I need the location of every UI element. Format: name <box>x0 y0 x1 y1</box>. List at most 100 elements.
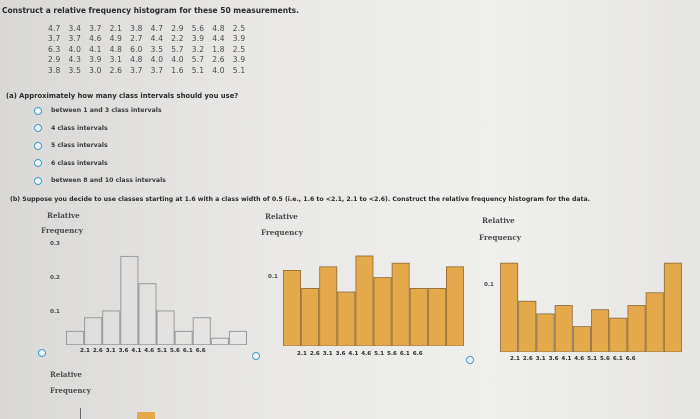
measurement-cell: 4.6 <box>89 34 102 44</box>
histogram-bar <box>427 288 446 346</box>
option-a-5[interactable]: between 8 and 10 class intervals <box>34 172 166 190</box>
chart3-ytick: 0.1 <box>484 282 494 288</box>
histogram-bar <box>554 305 573 352</box>
histogram-bar <box>391 262 410 346</box>
chart1-ytick: 0.2 <box>50 275 60 281</box>
measurement-cell: 3.4 <box>68 24 82 33</box>
measurements-table: 4.7 3.4 3.7 2.1 3.8 4.7 2.9 5.6 4.8 2.5 3.7 3.7 4.6 4… <box>44 24 249 76</box>
measurement-cell: 4.9 <box>109 34 123 44</box>
chart1-xtick-labels: 2.1 2.6 3.1 3.6 4.1 4.6 5.1 5.6 6.1 6.6 <box>80 348 206 354</box>
measurement-cell: 5.1 <box>232 65 246 75</box>
histogram-bar <box>591 309 610 352</box>
chart4-ylabel-line1: Relative <box>50 370 82 379</box>
radio-button[interactable] <box>34 176 42 185</box>
measurement-cell: 6.0 <box>130 44 143 54</box>
histogram-bar <box>283 270 302 346</box>
measurement-cell: 3.7 <box>89 24 102 33</box>
histogram-option-3-radio[interactable] <box>466 356 474 364</box>
option-label: 4 class intervals <box>51 124 108 132</box>
chart3-ylabel-line2: Frequency <box>479 233 521 242</box>
histogram-bar <box>210 337 229 345</box>
histogram-option-1 <box>66 255 247 345</box>
histogram-bar <box>609 317 628 352</box>
measurement-cell: 3.9 <box>89 55 102 65</box>
measurement-cell: 3.0 <box>89 65 102 75</box>
measurement-cell: 3.9 <box>191 34 205 44</box>
histogram-bar <box>120 255 139 345</box>
chart2-ytick: 0.1 <box>268 274 278 280</box>
histogram-bar <box>102 310 121 345</box>
measurement-cell: 2.9 <box>171 24 184 33</box>
option-a-1[interactable]: between 1 and 3 class intervals <box>34 102 166 120</box>
chart2-ylabel-line1: Relative <box>265 212 298 221</box>
histogram-bar <box>174 330 193 345</box>
chart2-ylabel-line2: Frequency <box>261 228 303 237</box>
measurement-cell: 4.0 <box>171 55 184 65</box>
histogram-option-2-radio[interactable] <box>252 352 260 360</box>
measurement-cell: 4.1 <box>89 44 102 54</box>
question-a: (a) Approximately how many class interva… <box>6 92 239 100</box>
histogram-bar <box>373 277 392 346</box>
histogram-bar <box>536 313 555 352</box>
measurement-cell: 3.8 <box>130 24 143 33</box>
histogram-bar <box>66 330 85 345</box>
measurement-cell: 4.0 <box>68 44 82 54</box>
measurement-cell: 4.7 <box>48 24 61 33</box>
measurement-cell: 4.7 <box>150 24 164 33</box>
measurement-cell: 4.3 <box>68 55 82 65</box>
option-a-3[interactable]: 5 class intervals <box>34 137 166 155</box>
measurement-cell: 2.7 <box>130 34 143 44</box>
measurement-cell: 4.0 <box>150 55 164 65</box>
chart1-ytick: 0.3 <box>50 241 60 247</box>
measurement-cell: 5.1 <box>191 65 205 75</box>
histogram-bar <box>518 300 537 352</box>
question-b: (b) Suppose you decide to use classes st… <box>10 196 591 203</box>
histogram-bar <box>337 291 356 346</box>
measurements-row: 4.7 3.4 3.7 2.1 3.8 4.7 2.9 5.6 4.8 2.5 <box>44 24 249 34</box>
measurement-cell: 3.7 <box>48 34 61 44</box>
measurement-cell: 4.8 <box>109 44 123 54</box>
chart4-partial-bar <box>137 412 155 419</box>
measurement-cell: 3.7 <box>68 34 82 44</box>
option-label: between 8 and 10 class intervals <box>51 177 166 185</box>
radio-button[interactable] <box>34 159 42 168</box>
options-a-group: between 1 and 3 class intervals 4 class … <box>34 102 166 190</box>
histogram-option-1-radio[interactable] <box>38 349 46 357</box>
measurement-cell: 2.6 <box>109 65 123 75</box>
measurement-cell: 5.7 <box>191 55 205 65</box>
measurement-cell: 6.3 <box>48 44 61 54</box>
chart4-axis-stub <box>80 408 81 419</box>
histogram-option-2 <box>283 255 464 346</box>
measurement-cell: 3.7 <box>150 65 164 75</box>
option-a-2[interactable]: 4 class intervals <box>34 120 166 138</box>
measurement-cell: 3.5 <box>150 44 164 54</box>
histogram-bar <box>445 266 464 346</box>
chart1-ylabel-line1: Relative <box>47 211 80 220</box>
measurement-cell: 3.8 <box>48 65 61 75</box>
option-label: 5 class intervals <box>51 142 108 150</box>
measurement-cell: 1.6 <box>171 65 184 75</box>
measurements-row: 6.3 4.0 4.1 4.8 6.0 3.5 5.7 3.2 1.8 2.5 <box>44 45 249 55</box>
chart2-xtick-labels: 2.1 2.6 3.1 3.6 4.1 4.6 5.1 5.6 6.1 6.6 <box>297 351 423 357</box>
histogram-bar <box>645 292 664 352</box>
histogram-bar <box>301 288 320 346</box>
histogram-option-3 <box>500 262 682 352</box>
measurements-row: 3.7 3.7 4.6 4.9 2.7 4.4 2.2 3.9 4.4 3.9 <box>44 34 249 44</box>
measurement-cell: 2.6 <box>212 55 225 65</box>
measurement-cell: 4.4 <box>150 34 164 44</box>
measurement-cell: 5.6 <box>191 24 205 33</box>
measurement-cell: 1.8 <box>212 44 225 54</box>
option-a-4[interactable]: 6 class intervals <box>34 155 166 173</box>
chart3-ylabel-line1: Relative <box>482 216 515 225</box>
histogram-bar <box>319 266 338 346</box>
radio-button[interactable] <box>34 124 42 133</box>
radio-button[interactable] <box>34 141 42 150</box>
measurement-cell: 3.5 <box>68 65 82 75</box>
measurement-cell: 2.5 <box>232 24 246 33</box>
measurement-cell: 4.8 <box>130 55 143 65</box>
measurements-row: 2.9 4.3 3.9 3.1 4.8 4.0 4.0 5.7 2.6 3.9 <box>44 55 249 65</box>
radio-button[interactable] <box>34 106 42 115</box>
histogram-bar <box>627 305 646 352</box>
histogram-bar <box>355 255 374 346</box>
histogram-bar <box>138 283 157 345</box>
